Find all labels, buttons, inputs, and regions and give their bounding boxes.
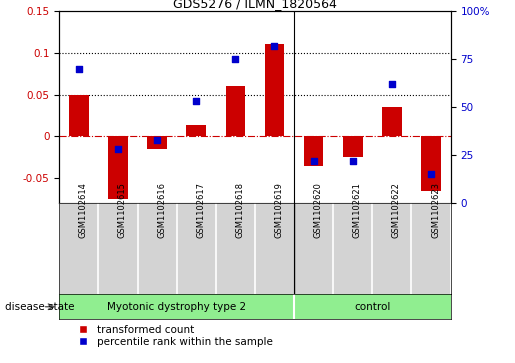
Bar xyxy=(226,86,245,136)
Bar xyxy=(186,126,206,136)
Bar xyxy=(304,136,323,166)
Bar xyxy=(382,107,402,136)
Point xyxy=(388,81,396,87)
Title: GDS5276 / ILMN_1820564: GDS5276 / ILMN_1820564 xyxy=(173,0,337,10)
Legend: transformed count, percentile rank within the sample: transformed count, percentile rank withi… xyxy=(72,325,273,347)
Bar xyxy=(69,94,89,136)
Point xyxy=(153,137,161,143)
Text: GSM1102623: GSM1102623 xyxy=(431,182,440,238)
Bar xyxy=(421,136,441,191)
Point xyxy=(427,172,435,178)
Text: disease state: disease state xyxy=(5,302,75,312)
Text: GSM1102621: GSM1102621 xyxy=(353,182,362,237)
Text: GSM1102615: GSM1102615 xyxy=(118,182,127,237)
Text: GSM1102622: GSM1102622 xyxy=(392,182,401,237)
Point xyxy=(349,158,357,164)
Point xyxy=(270,42,279,48)
Text: GSM1102620: GSM1102620 xyxy=(314,182,322,237)
Bar xyxy=(343,136,363,157)
Text: GSM1102619: GSM1102619 xyxy=(274,182,283,237)
Bar xyxy=(147,136,167,149)
Point xyxy=(114,147,122,152)
Point xyxy=(310,158,318,164)
Text: Myotonic dystrophy type 2: Myotonic dystrophy type 2 xyxy=(107,302,246,312)
Text: GSM1102617: GSM1102617 xyxy=(196,182,205,238)
Text: GSM1102616: GSM1102616 xyxy=(157,182,166,238)
Point xyxy=(75,66,83,72)
Bar xyxy=(108,136,128,199)
Point xyxy=(192,98,200,104)
Text: GSM1102614: GSM1102614 xyxy=(79,182,88,237)
Text: control: control xyxy=(354,302,390,312)
Text: GSM1102618: GSM1102618 xyxy=(235,182,244,238)
Point xyxy=(231,56,239,62)
Bar xyxy=(265,44,284,136)
